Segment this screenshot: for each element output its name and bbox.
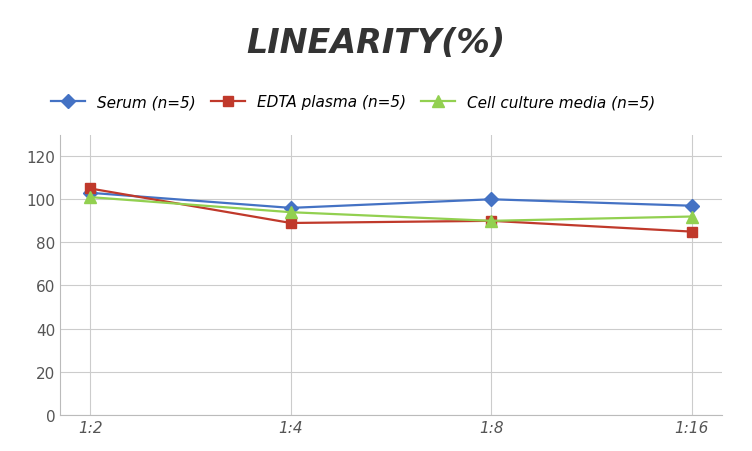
Cell culture media (n=5) <box>287 210 296 216</box>
EDTA plasma (n=5) <box>487 219 496 224</box>
Serum (n=5) <box>287 206 296 211</box>
EDTA plasma (n=5) <box>687 230 696 235</box>
Text: LINEARITY(%): LINEARITY(%) <box>247 27 505 60</box>
Line: Cell culture media (n=5): Cell culture media (n=5) <box>85 192 697 227</box>
Cell culture media (n=5) <box>487 219 496 224</box>
Legend: Serum (n=5), EDTA plasma (n=5), Cell culture media (n=5): Serum (n=5), EDTA plasma (n=5), Cell cul… <box>45 89 662 116</box>
Serum (n=5) <box>86 191 95 196</box>
Cell culture media (n=5) <box>687 214 696 220</box>
Line: Serum (n=5): Serum (n=5) <box>86 189 696 213</box>
Serum (n=5) <box>487 197 496 202</box>
Serum (n=5) <box>687 203 696 209</box>
Line: EDTA plasma (n=5): EDTA plasma (n=5) <box>86 184 696 237</box>
Cell culture media (n=5) <box>86 195 95 200</box>
EDTA plasma (n=5) <box>86 186 95 192</box>
EDTA plasma (n=5) <box>287 221 296 226</box>
